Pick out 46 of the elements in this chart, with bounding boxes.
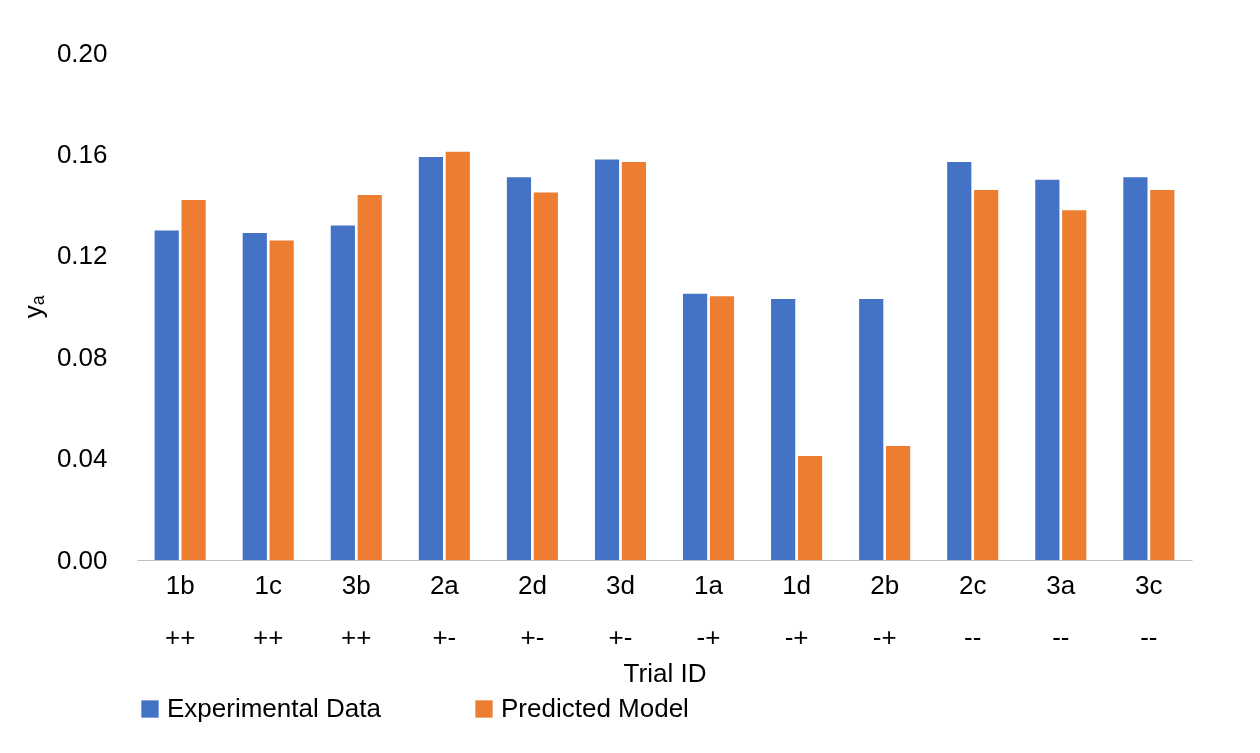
y-tick-label: 0.12	[56, 240, 108, 271]
bar	[418, 156, 443, 560]
bar	[506, 177, 532, 560]
x-tick-label: 2c --	[958, 569, 987, 652]
y-tick-label: 0.04	[56, 443, 108, 474]
bar	[709, 296, 735, 560]
x-tick-label: 3d +-	[606, 569, 635, 652]
bar	[242, 232, 267, 560]
bar	[797, 456, 823, 560]
bar	[181, 200, 206, 560]
bar	[445, 151, 470, 560]
legend-label: Predicted Model	[501, 693, 689, 723]
x-tick-label: 3a --	[1046, 569, 1076, 652]
bar	[533, 192, 558, 560]
y-tick-label: 0.20	[56, 37, 108, 68]
x-tick-label: 1c ++	[253, 569, 284, 652]
bar	[1123, 177, 1148, 560]
x-tick-label: 1d -+	[782, 569, 812, 652]
bar	[947, 162, 972, 560]
x-axis-title: Trial ID	[623, 657, 707, 688]
y-tick-label: 0.08	[56, 341, 108, 372]
x-tick-label: 1a -+	[694, 569, 724, 652]
bar	[682, 293, 708, 560]
y-tick-label: 0.00	[56, 544, 108, 575]
x-tick-label: 3c --	[1135, 569, 1163, 652]
bar	[1062, 210, 1087, 560]
bar	[859, 298, 884, 560]
bar	[886, 445, 911, 560]
bar	[154, 230, 179, 560]
bar	[771, 298, 796, 560]
x-tick-label: 1b ++	[164, 569, 196, 652]
bar	[330, 225, 355, 560]
bar	[269, 240, 294, 560]
bar	[1150, 189, 1175, 560]
bar	[357, 194, 382, 560]
x-tick-label: 2a +-	[429, 569, 460, 652]
y-tick-label: 0.16	[56, 138, 108, 169]
x-tick-label: 2b -+	[870, 569, 900, 652]
bar	[594, 159, 620, 560]
bar	[621, 162, 647, 560]
legend-label: Experimental Data	[167, 693, 382, 723]
x-tick-label: 2d +-	[517, 569, 547, 652]
bar	[974, 189, 999, 560]
bar	[1035, 179, 1060, 560]
y-axis-title: yₐ	[17, 295, 48, 319]
x-tick-label: 3b ++	[341, 569, 372, 652]
